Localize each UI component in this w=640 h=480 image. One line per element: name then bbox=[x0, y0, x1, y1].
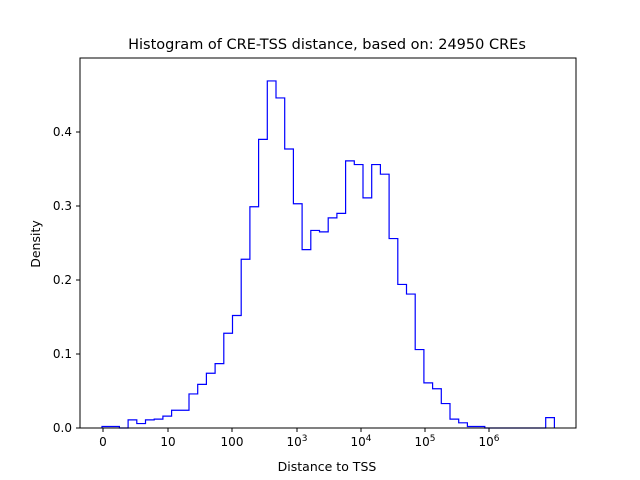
histogram-bin-10 bbox=[189, 394, 198, 428]
histogram-bin-23 bbox=[302, 250, 311, 428]
histogram-bin-39 bbox=[441, 404, 450, 428]
histogram-bin-8 bbox=[172, 410, 181, 428]
histogram-bin-33 bbox=[389, 239, 398, 428]
histogram-bin-25 bbox=[320, 232, 329, 428]
histogram-bin-18 bbox=[259, 139, 268, 428]
histogram-bin-14 bbox=[224, 333, 233, 428]
histogram-bin-32 bbox=[380, 174, 389, 428]
histogram-bin-41 bbox=[459, 423, 468, 428]
histogram-bin-34 bbox=[398, 284, 407, 428]
histogram-bin-17 bbox=[250, 207, 259, 428]
histogram-bin-6 bbox=[154, 419, 163, 428]
histogram-bin-9 bbox=[180, 410, 189, 428]
histogram-bin-16 bbox=[241, 259, 250, 428]
histogram-bin-13 bbox=[215, 364, 224, 428]
x-tick-label: 105 bbox=[414, 434, 435, 449]
plot-area: 0.0 0.1 0.2 0.3 0.4 0 10 100 103 104 105 106 bbox=[53, 57, 577, 449]
histogram-bin-36 bbox=[415, 350, 424, 428]
histogram-bin-27 bbox=[337, 213, 346, 428]
y-tick-label: 0.1 bbox=[53, 347, 72, 361]
histogram-outline bbox=[101, 80, 556, 429]
y-tick-label: 0.2 bbox=[53, 273, 72, 287]
x-tick-label: 103 bbox=[286, 434, 307, 449]
y-tick-label: 0.3 bbox=[53, 199, 72, 213]
axes-frame bbox=[79, 57, 577, 429]
histogram-bin-11 bbox=[198, 384, 207, 428]
histogram-bin-29 bbox=[354, 165, 363, 428]
histogram-bin-37 bbox=[424, 383, 433, 428]
x-tick-label: 106 bbox=[478, 434, 499, 449]
histogram-bin-35 bbox=[407, 294, 416, 428]
histogram-bin-51 bbox=[546, 418, 555, 428]
histogram-bin-40 bbox=[450, 419, 459, 428]
histogram-bin-26 bbox=[328, 218, 337, 428]
histogram-bin-19 bbox=[267, 81, 276, 428]
histogram-bin-4 bbox=[137, 424, 146, 428]
y-tick-label: 0.4 bbox=[53, 125, 72, 139]
histogram-bin-5 bbox=[146, 420, 155, 428]
y-axis-label: Density bbox=[28, 220, 43, 268]
histogram-bin-30 bbox=[363, 198, 372, 428]
histogram-bin-3 bbox=[128, 420, 137, 428]
chart-title: Histogram of CRE-TSS distance, based on:… bbox=[128, 37, 526, 53]
x-tick-label: 10 bbox=[160, 435, 175, 449]
x-tick-label: 104 bbox=[350, 434, 371, 449]
histogram-bin-24 bbox=[311, 230, 320, 428]
histogram-bin-38 bbox=[433, 389, 442, 428]
histogram-bin-7 bbox=[163, 416, 172, 428]
histogram-bin-22 bbox=[293, 204, 302, 428]
histogram-bin-28 bbox=[346, 161, 355, 428]
histogram-bin-20 bbox=[276, 98, 285, 428]
x-axis-label: Distance to TSS bbox=[278, 459, 377, 474]
histogram-bin-15 bbox=[233, 316, 242, 428]
x-tick-label: 0 bbox=[99, 435, 107, 449]
x-tick-label: 100 bbox=[221, 435, 244, 449]
histogram-bin-12 bbox=[206, 373, 215, 428]
y-tick-label: 0.0 bbox=[53, 421, 72, 435]
histogram-bin-31 bbox=[372, 165, 381, 428]
histogram-bin-21 bbox=[285, 149, 294, 428]
